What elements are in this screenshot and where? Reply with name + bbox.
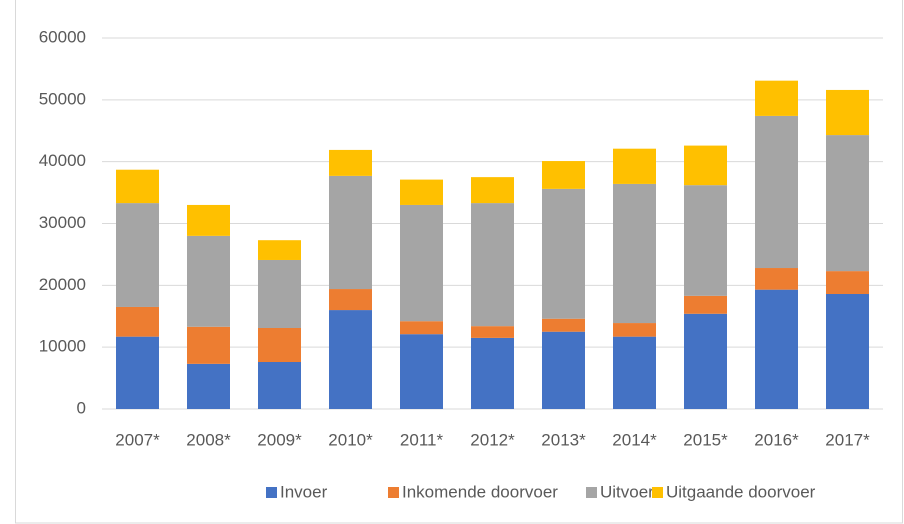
x-tick-label: 2007* xyxy=(115,430,160,449)
y-tick-label: 60000 xyxy=(39,27,86,46)
y-tick-label: 0 xyxy=(77,398,86,417)
bar-segment xyxy=(684,295,727,314)
x-tick-label: 2014* xyxy=(612,430,657,449)
bar-segment xyxy=(826,89,869,136)
x-tick-label: 2008* xyxy=(186,430,231,449)
bar-segment xyxy=(329,175,372,290)
bar-segment xyxy=(116,203,159,307)
legend-label: Inkomende doorvoer xyxy=(402,482,558,501)
bar-segment xyxy=(187,235,230,327)
y-tick-label: 10000 xyxy=(39,337,86,356)
legend-swatch xyxy=(388,487,399,498)
x-tick-label: 2010* xyxy=(328,430,373,449)
bar-segment xyxy=(542,188,585,319)
bar-segment xyxy=(613,336,656,409)
y-tick-label: 50000 xyxy=(39,89,86,108)
bar-segment xyxy=(400,204,443,322)
bar-segment xyxy=(258,327,301,363)
bar-segment xyxy=(826,271,869,294)
bar-segment xyxy=(471,337,514,409)
bar-segment xyxy=(116,336,159,409)
bar-segment xyxy=(400,179,443,205)
bar-segment xyxy=(329,289,372,311)
bar-segment xyxy=(684,313,727,409)
legend-label: Uitgaande doorvoer xyxy=(666,482,816,501)
bar-segment xyxy=(755,115,798,269)
chart-border xyxy=(15,0,903,524)
bar-segment xyxy=(187,204,230,236)
legend-swatch xyxy=(652,487,663,498)
bar-segment xyxy=(187,363,230,409)
bar-segment xyxy=(471,177,514,204)
bar-segment xyxy=(613,323,656,337)
x-tick-label: 2015* xyxy=(683,430,728,449)
bar-segment xyxy=(755,80,798,116)
bar-segment xyxy=(400,321,443,335)
bar-segment xyxy=(471,326,514,338)
legend-swatch xyxy=(586,487,597,498)
x-tick-label: 2017* xyxy=(825,430,870,449)
bar-segment xyxy=(542,331,585,409)
y-tick-label: 30000 xyxy=(39,213,86,232)
x-tick-label: 2013* xyxy=(541,430,586,449)
bar-segment xyxy=(684,145,727,186)
bar-segment xyxy=(116,306,159,337)
bar-segment xyxy=(258,240,301,260)
x-tick-label: 2016* xyxy=(754,430,799,449)
x-tick-label: 2011* xyxy=(400,430,444,449)
bar-segment xyxy=(755,289,798,409)
bar-segment xyxy=(542,318,585,332)
bar-segment xyxy=(684,185,727,296)
x-tick-label: 2012* xyxy=(470,430,515,449)
bar-segment xyxy=(613,183,656,324)
y-tick-label: 40000 xyxy=(39,151,86,170)
bar-segment xyxy=(471,203,514,327)
bar-segment xyxy=(329,149,372,176)
bar-segment xyxy=(613,148,656,184)
legend-label: Uitvoer xyxy=(600,482,654,501)
legend-label: Invoer xyxy=(280,482,328,501)
bar-segment xyxy=(826,293,869,409)
bar-segment xyxy=(187,326,230,364)
legend-swatch xyxy=(266,487,277,498)
x-tick-label: 2009* xyxy=(257,430,302,449)
bar-segment xyxy=(826,135,869,272)
bar-segment xyxy=(258,259,301,328)
bar-segment xyxy=(755,268,798,290)
bar-segment xyxy=(400,334,443,409)
y-tick-label: 20000 xyxy=(39,275,86,294)
bar-segment xyxy=(329,310,372,409)
bar-segment xyxy=(258,362,301,409)
bar-segment xyxy=(542,161,585,189)
bar-segment xyxy=(116,169,159,204)
